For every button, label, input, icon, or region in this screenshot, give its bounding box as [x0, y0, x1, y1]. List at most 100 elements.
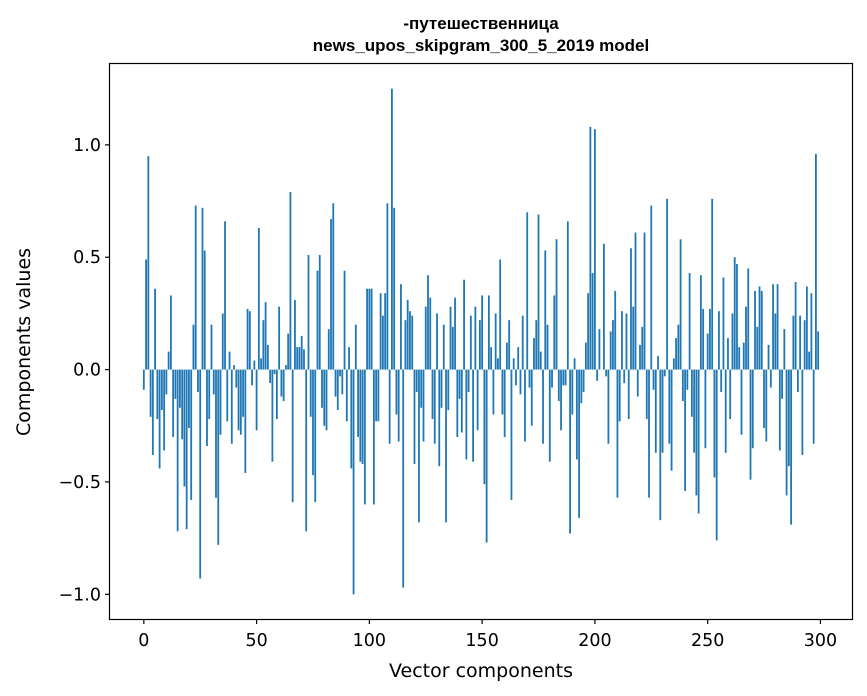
- bar: [478, 320, 481, 370]
- bar: [325, 369, 328, 431]
- bar: [357, 369, 359, 437]
- y-tick-label: −0.5: [59, 473, 102, 493]
- bar: [517, 347, 520, 370]
- bar: [521, 315, 524, 370]
- bar: [603, 243, 605, 370]
- bar: [424, 306, 427, 370]
- bar: [555, 239, 558, 370]
- bar: [801, 369, 804, 455]
- bar: [440, 369, 443, 408]
- bar: [630, 248, 632, 370]
- bar: [215, 369, 217, 498]
- bar: [515, 369, 517, 386]
- bar: [289, 192, 292, 370]
- bar: [201, 207, 204, 370]
- y-tick-label: 0.5: [73, 248, 101, 268]
- bar: [487, 295, 490, 370]
- bar: [535, 320, 538, 370]
- bar: [758, 286, 761, 370]
- x-tick-label: 0: [138, 631, 149, 651]
- bar: [368, 288, 371, 370]
- bar: [632, 306, 635, 370]
- bar: [618, 369, 621, 422]
- bar: [456, 369, 459, 437]
- bar: [668, 369, 671, 444]
- bar: [469, 315, 472, 370]
- bar: [569, 369, 571, 534]
- bar: [736, 263, 738, 370]
- bar: [206, 369, 208, 446]
- bar: [393, 207, 396, 370]
- bar: [219, 369, 222, 435]
- bar: [142, 369, 145, 390]
- bar: [533, 338, 535, 370]
- bar: [580, 369, 583, 404]
- bar: [251, 369, 253, 386]
- bar: [571, 369, 574, 415]
- bar: [163, 369, 166, 451]
- bar: [282, 369, 285, 402]
- bar: [269, 369, 272, 384]
- bar: [539, 351, 542, 370]
- bar: [524, 369, 526, 442]
- bar: [402, 369, 405, 588]
- bar: [695, 369, 698, 496]
- bar: [273, 369, 276, 375]
- bar: [769, 369, 772, 388]
- bar: [564, 369, 567, 386]
- bar: [742, 342, 745, 370]
- bar: [803, 320, 806, 370]
- bar: [810, 293, 813, 370]
- bar: [560, 369, 562, 431]
- bar: [546, 324, 549, 370]
- bar: [253, 360, 256, 370]
- bar: [686, 369, 689, 390]
- bar: [566, 221, 569, 370]
- bar: [740, 369, 743, 435]
- bar: [650, 205, 653, 370]
- bar: [318, 254, 321, 370]
- bar: [639, 344, 641, 370]
- bar: [348, 347, 350, 370]
- bar: [226, 369, 229, 422]
- x-tick-label: 50: [245, 631, 267, 651]
- bar: [684, 369, 686, 491]
- bar: [363, 369, 366, 505]
- bar: [614, 290, 617, 370]
- bar: [738, 347, 741, 370]
- bar: [361, 369, 364, 464]
- bar: [242, 369, 244, 417]
- bar: [228, 351, 231, 370]
- bar: [553, 295, 556, 370]
- bar: [670, 369, 673, 471]
- bar: [280, 369, 283, 397]
- chart-title-line-2: news_upos_skipgram_300_5_2019 model: [313, 36, 649, 55]
- bar: [375, 369, 378, 422]
- bar: [190, 369, 193, 500]
- bar: [169, 295, 172, 370]
- bar: [756, 326, 759, 370]
- bar: [224, 221, 226, 370]
- bar: [787, 369, 790, 467]
- bar: [372, 369, 375, 505]
- bar: [713, 369, 716, 478]
- bar: [815, 153, 817, 370]
- y-axis-label: Components values: [13, 248, 35, 436]
- bar: [796, 369, 799, 393]
- bar: [199, 369, 202, 579]
- bar: [483, 369, 486, 485]
- bar: [181, 369, 184, 440]
- bar: [194, 205, 197, 370]
- bar: [294, 299, 296, 370]
- bar: [690, 369, 693, 417]
- bar: [467, 369, 470, 393]
- bar: [575, 369, 578, 460]
- bar: [765, 369, 768, 442]
- bar: [715, 369, 718, 541]
- bar: [395, 369, 398, 415]
- bar: [794, 281, 797, 370]
- bar: [506, 342, 508, 370]
- bar: [724, 369, 727, 453]
- bar: [391, 88, 393, 370]
- bar: [449, 306, 452, 370]
